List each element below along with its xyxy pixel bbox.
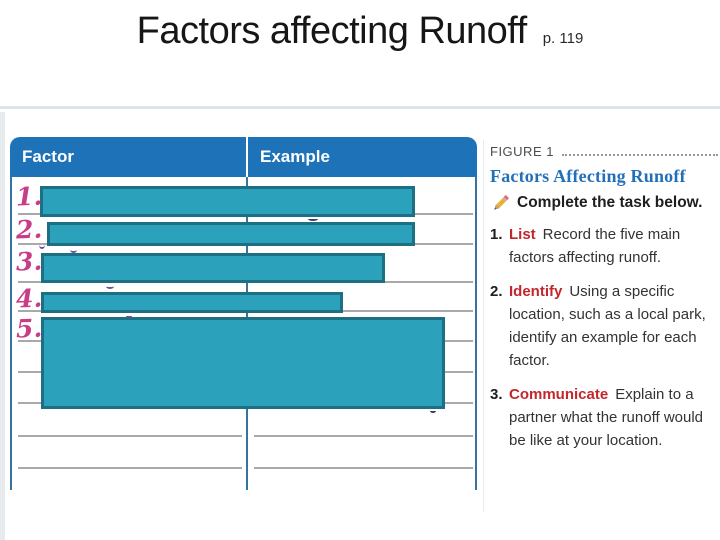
row-number-4: 4. [15, 283, 43, 314]
redaction-box-5 [41, 317, 445, 409]
handwriting-fragment [39, 241, 45, 249]
redaction-box-3 [41, 253, 385, 283]
title-divider-line [0, 106, 720, 109]
task-content: Identify Using a specific location, such … [509, 280, 718, 372]
dotted-leader-line [561, 146, 718, 156]
slide-title-row: Factors affecting Runoff p. 119 [0, 8, 720, 54]
ruled-line [254, 310, 473, 312]
task-number: 3. [490, 386, 503, 403]
handwriting-fragment [308, 217, 318, 221]
pencil-icon [494, 195, 509, 210]
figure-heading: Factors Affecting Runoff [490, 166, 686, 186]
column-header-example: Example [248, 137, 477, 177]
redaction-box-4 [41, 292, 343, 313]
task-text: Using a specific location, such as a loc… [509, 283, 706, 369]
row-number-2: 2. [15, 214, 43, 245]
handwriting-fragment [430, 409, 436, 413]
figure-label: FIGURE 1 [490, 144, 554, 159]
figure-label-row: FIGURE 1 [490, 145, 718, 159]
figure-panel: FIGURE 1 Factors Affecting Runoff Comple… [490, 145, 718, 463]
handwriting-fragment [106, 284, 114, 289]
redaction-box-2 [47, 222, 415, 246]
task-item-communicate: 3. Communicate Explain to a partner what … [490, 383, 718, 452]
handwriting-fragment [126, 314, 132, 318]
task-item-identify: 2. Identify Using a specific location, su… [490, 280, 718, 372]
row-number-1: 1. [15, 181, 43, 212]
task-instruction: Complete the task below. [517, 194, 703, 211]
task-list: 1. List Record the five main factors affe… [490, 223, 718, 452]
ruled-line [18, 435, 242, 437]
task-number: 1. [490, 226, 503, 243]
scan-edge-left [0, 112, 5, 540]
ruled-line [254, 467, 473, 469]
table-border-left [10, 177, 12, 490]
row-number-3: 3. [15, 246, 43, 277]
page-title: Factors affecting Runoff [136, 10, 528, 52]
worksheet-table: Factor Example 1. 2. 3. [10, 137, 477, 490]
task-text: Record the five main factors affecting r… [509, 226, 681, 266]
pencil-instruction-row: Complete the task below. [490, 192, 718, 214]
task-item-list: 1. List Record the five main factors affe… [490, 223, 718, 269]
ruled-line [18, 467, 242, 469]
task-content: Communicate Explain to a partner what the… [509, 383, 718, 452]
task-keyword: Communicate [509, 386, 609, 403]
redaction-box-1 [40, 186, 415, 217]
column-header-factor: Factor [10, 137, 246, 177]
row-number-5: 5. [15, 313, 43, 344]
task-keyword: Identify [509, 283, 563, 300]
task-text: Explain to a partner what the runoff wou… [509, 386, 704, 449]
task-number: 2. [490, 283, 503, 300]
table-header-row: Factor Example [10, 137, 477, 177]
task-keyword: List [509, 226, 536, 243]
handwriting-fragment [70, 247, 77, 253]
scan-edge-right [483, 140, 484, 512]
table-border-right [475, 177, 477, 490]
page-reference: p. 119 [542, 30, 584, 47]
ruled-line [254, 435, 473, 437]
task-content: List Record the five main factors affecti… [509, 223, 718, 269]
